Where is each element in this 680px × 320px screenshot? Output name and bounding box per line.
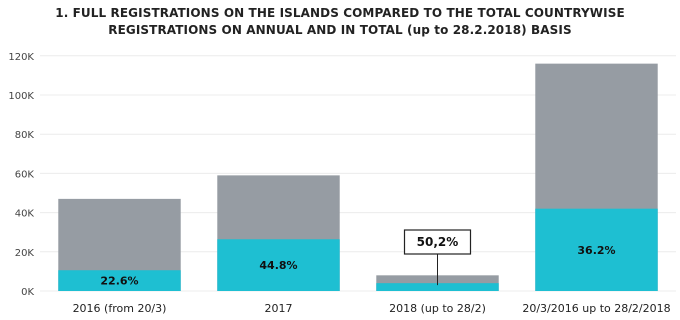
- bar-islands: [376, 283, 499, 291]
- y-tick-label: 20K: [15, 248, 35, 259]
- y-tick-label: 120K: [8, 52, 34, 63]
- bar-islands: [217, 239, 340, 291]
- callout-box: [403, 229, 472, 255]
- data-label: 36.2%: [577, 244, 615, 257]
- x-category-label: 2018 (up to 28/2): [389, 302, 486, 315]
- bar-islands: [58, 270, 181, 291]
- data-label: 44.8%: [259, 259, 297, 272]
- data-label: 50,2%: [417, 235, 459, 249]
- chart-title-line-1: 1. FULL REGISTRATIONS ON THE ISLANDS COM…: [55, 6, 625, 20]
- x-category-label: 2017: [265, 302, 293, 315]
- y-tick-label: 40K: [15, 209, 35, 220]
- x-category-label: 2016 (from 20/3): [73, 302, 167, 315]
- x-category-label: 20/3/2016 up to 28/2/2018: [522, 302, 670, 315]
- y-tick-label: 100K: [8, 91, 34, 102]
- y-tick-label: 80K: [15, 130, 35, 141]
- y-tick-label: 0K: [21, 287, 34, 298]
- bar-islands: [535, 208, 658, 291]
- data-label: 22.6%: [100, 275, 138, 288]
- y-tick-label: 60K: [15, 169, 35, 180]
- chart-title-line-2: REGISTRATIONS ON ANNUAL AND IN TOTAL (up…: [108, 23, 572, 37]
